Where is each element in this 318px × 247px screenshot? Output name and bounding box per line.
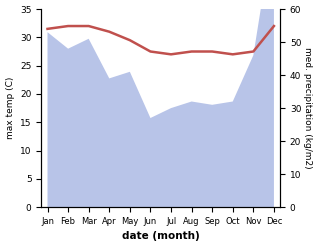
- Y-axis label: max temp (C): max temp (C): [5, 77, 15, 139]
- X-axis label: date (month): date (month): [122, 231, 200, 242]
- Y-axis label: med. precipitation (kg/m2): med. precipitation (kg/m2): [303, 47, 313, 169]
